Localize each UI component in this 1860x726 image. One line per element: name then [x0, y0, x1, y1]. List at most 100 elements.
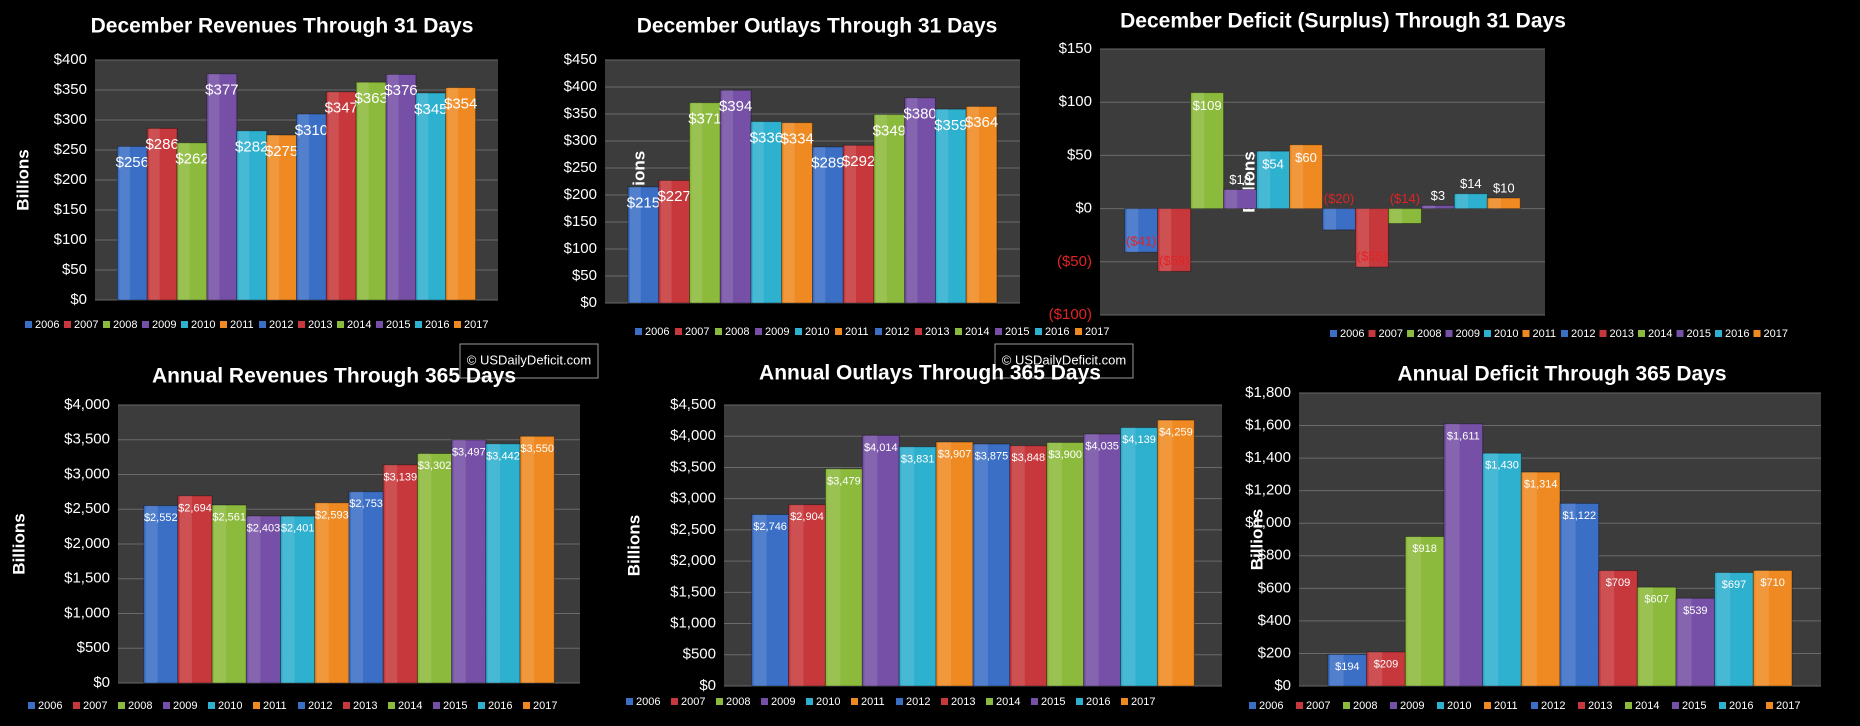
bar [842, 144, 875, 304]
value-label: $2,401 [281, 523, 315, 535]
bar [211, 504, 247, 684]
legend-swatch [523, 702, 530, 709]
bar-highlight [864, 435, 878, 686]
y-tick-label: $4,500 [670, 396, 716, 413]
bar-highlight [1368, 651, 1383, 686]
value-label: $918 [1412, 543, 1436, 555]
bar-highlight [388, 74, 399, 301]
bar-highlight [875, 114, 887, 303]
y-tick-label: $3,000 [64, 465, 110, 482]
value-label: $256 [116, 154, 149, 171]
bar [1046, 441, 1085, 687]
value-label: $227 [657, 188, 690, 205]
legend-label: 2008 [128, 700, 152, 712]
bar-highlight [358, 82, 369, 300]
bar [206, 73, 238, 301]
y-tick-label: $150 [564, 213, 597, 230]
bar [236, 130, 268, 301]
y-tick-label: $150 [1059, 40, 1092, 57]
value-label: $709 [1606, 577, 1630, 589]
bar [177, 495, 213, 684]
bar [1156, 419, 1195, 687]
legend-swatch [388, 702, 395, 709]
legend-label: 2013 [1588, 700, 1612, 712]
legend-swatch [73, 702, 80, 709]
y-tick-label: $400 [564, 78, 597, 95]
legend-label: 2007 [1306, 700, 1330, 712]
value-label: $289 [811, 155, 844, 172]
value-label: $3,900 [1048, 449, 1082, 461]
legend-label: 2009 [765, 326, 789, 338]
bar [355, 81, 387, 301]
value-label: $209 [1374, 658, 1398, 670]
legend-swatch [433, 702, 440, 709]
legend-label: 2008 [113, 319, 137, 331]
legend-swatch [1121, 698, 1128, 705]
value-label: $275 [265, 143, 298, 160]
legend-swatch [795, 328, 802, 335]
value-label: $377 [205, 82, 238, 99]
bar-highlight [248, 515, 261, 683]
y-tick-label: $0 [580, 294, 597, 311]
legend-label: 2008 [725, 326, 749, 338]
legend-label: 2006 [645, 326, 669, 338]
bar [1083, 433, 1122, 687]
bar [972, 443, 1011, 687]
value-label: $2,753 [349, 498, 383, 510]
value-label: $334 [780, 130, 813, 147]
bar [415, 92, 447, 301]
bar [750, 121, 783, 304]
bar-highlight [1423, 205, 1435, 209]
legend-label: 2007 [1379, 328, 1403, 340]
y-tick-label: $150 [54, 201, 87, 218]
value-label: $1,122 [1563, 510, 1597, 522]
value-label: $359 [934, 117, 967, 134]
bar [451, 439, 487, 684]
bar [1486, 197, 1521, 210]
legend-label: 2014 [398, 700, 422, 712]
bar-highlight [1048, 442, 1062, 686]
bar [1559, 502, 1600, 687]
y-tick-label: $1,000 [64, 604, 110, 621]
value-label: $376 [384, 82, 417, 99]
bar-highlight [1446, 423, 1460, 686]
chart-title: Annual Revenues Through 365 Days [152, 365, 516, 388]
legend-label: 2007 [74, 319, 98, 331]
bar-highlight [1407, 536, 1421, 686]
value-label: $3,907 [938, 449, 972, 461]
bar [1190, 92, 1225, 210]
y-tick-label: $50 [62, 261, 87, 278]
bar-highlight [630, 186, 641, 303]
bar [314, 502, 350, 684]
y-tick-label: $450 [564, 51, 597, 68]
legend-label: 2011 [861, 696, 885, 708]
legend-label: 2010 [805, 326, 829, 338]
legend-label: 2009 [1400, 700, 1424, 712]
legend-label: 2015 [1041, 696, 1065, 708]
legend-label: 2012 [1541, 700, 1565, 712]
legend-label: 2009 [152, 319, 176, 331]
bar-highlight [282, 516, 295, 683]
legend-swatch [955, 328, 962, 335]
y-axis-label: Billions [13, 149, 32, 210]
legend-label: 2010 [191, 319, 215, 331]
bar-highlight [845, 145, 856, 303]
value-label: $18 [1229, 172, 1251, 187]
bar-highlight [1716, 572, 1731, 686]
bar-highlight [1390, 208, 1402, 224]
legend-label: 2014 [1635, 700, 1659, 712]
legend-label: 2010 [816, 696, 840, 708]
legend-swatch [454, 321, 461, 328]
bar [1289, 144, 1323, 210]
value-label: $14 [1460, 176, 1482, 191]
bar-highlight [722, 90, 734, 304]
legend-label: 2012 [308, 700, 332, 712]
bar [751, 514, 790, 687]
bar-highlight [298, 114, 309, 300]
bar [325, 91, 357, 301]
watermark-box [994, 343, 1134, 379]
legend-swatch [1578, 702, 1585, 709]
bar-highlight [1600, 570, 1615, 686]
bar [1482, 452, 1522, 687]
